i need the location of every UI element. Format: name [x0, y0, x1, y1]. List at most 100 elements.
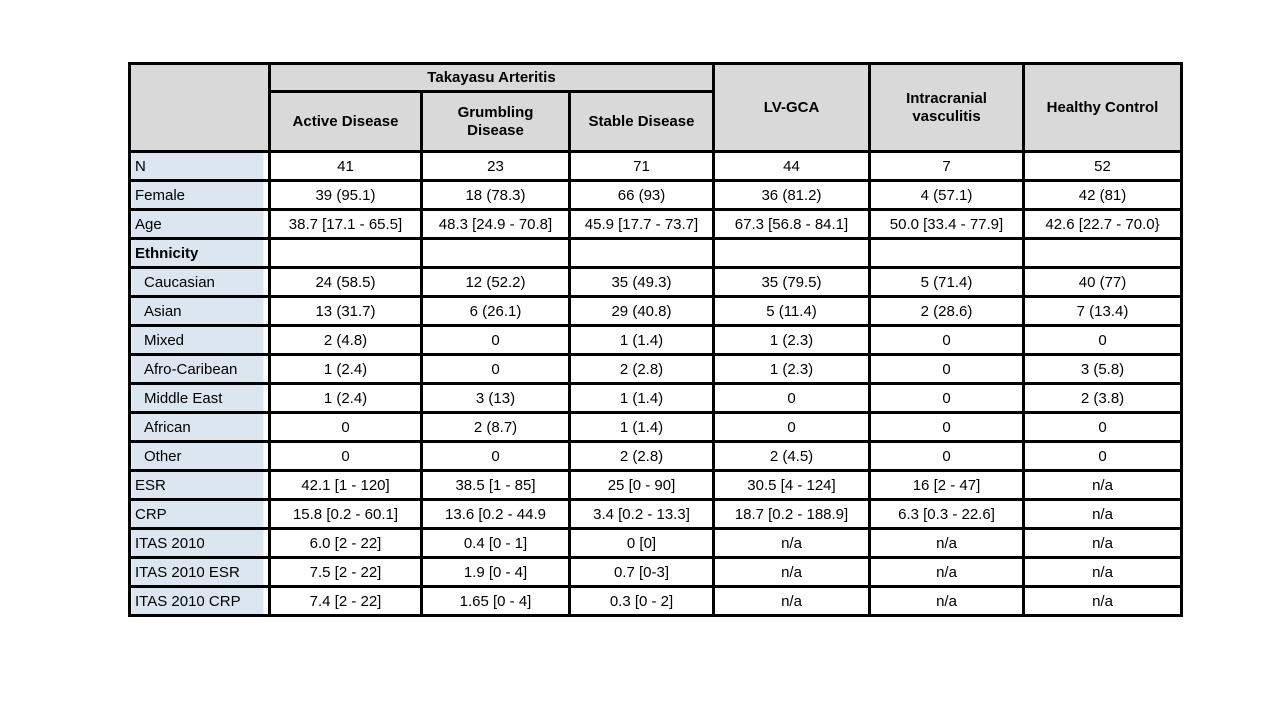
data-cell: 0 [420, 353, 571, 385]
column-header-grumbling-disease: Grumbling Disease [420, 90, 571, 153]
data-cell: 0 [0] [568, 527, 715, 559]
data-cell: n/a [1022, 498, 1183, 530]
corner-cell [128, 62, 271, 153]
table-row: ITAS 2010 ESR 7.5 [2 - 22] 1.9 [0 - 4] 0.7 … [128, 556, 1183, 588]
data-cell: 67.3 [56.8 - 84.1] [712, 208, 871, 240]
data-cell: 2 (2.8) [568, 353, 715, 385]
row-label: ESR [128, 469, 271, 501]
data-cell: 24 (58.5) [268, 266, 423, 298]
column-header-stable-disease: Stable Disease [568, 90, 715, 153]
data-cell: 0 [1022, 411, 1183, 443]
row-label: African [128, 411, 271, 443]
row-label: Afro-Caribean [128, 353, 271, 385]
row-label: Middle East [128, 382, 271, 414]
data-cell: 36 (81.2) [712, 179, 871, 211]
row-label: Ethnicity [128, 237, 271, 269]
data-cell: 0 [1022, 324, 1183, 356]
data-cell: 1.65 [0 - 4] [420, 585, 571, 617]
data-cell: 0 [420, 324, 571, 356]
data-cell: n/a [1022, 585, 1183, 617]
data-cell: 1 (1.4) [568, 382, 715, 414]
data-cell: 45.9 [17.7 - 73.7] [568, 208, 715, 240]
data-cell: n/a [868, 585, 1025, 617]
data-cell: 48.3 [24.9 - 70.8] [420, 208, 571, 240]
data-cell: 50.0 [33.4 - 77.9] [868, 208, 1025, 240]
row-label: ITAS 2010 [128, 527, 271, 559]
table-row: Female 39 (95.1) 18 (78.3) 66 (93) 36 (81.2)… [128, 179, 1183, 211]
data-cell: 30.5 [4 - 124] [712, 469, 871, 501]
data-cell: 66 (93) [568, 179, 715, 211]
data-cell: 6 (26.1) [420, 295, 571, 327]
row-label: Mixed [128, 324, 271, 356]
table-row: Caucasian 24 (58.5) 12 (52.2) 35 (49.3) 35 (… [128, 266, 1183, 298]
data-cell: n/a [1022, 556, 1183, 588]
data-cell: n/a [868, 556, 1025, 588]
data-cell: 38.7 [17.1 - 65.5] [268, 208, 423, 240]
data-cell: 38.5 [1 - 85] [420, 469, 571, 501]
data-cell: 7.4 [2 - 22] [268, 585, 423, 617]
data-cell: n/a [712, 556, 871, 588]
data-cell [868, 237, 1025, 269]
data-cell: 0 [868, 353, 1025, 385]
data-cell: 2 (2.8) [568, 440, 715, 472]
data-cell: 4 (57.1) [868, 179, 1025, 211]
header-group-row: Takayasu Arteritis LV-GCA Intracranial v… [128, 62, 1183, 153]
table-row: Other 0 0 2 (2.8) 2 (4.5) 0 0 [128, 440, 1183, 472]
data-cell [268, 237, 423, 269]
data-cell: 52 [1022, 150, 1183, 182]
data-cell: 29 (40.8) [568, 295, 715, 327]
data-cell: 7 [868, 150, 1025, 182]
data-cell: 2 (8.7) [420, 411, 571, 443]
data-cell: 1 (2.3) [712, 324, 871, 356]
row-label: ITAS 2010 CRP [128, 585, 271, 617]
row-label: Other [128, 440, 271, 472]
data-cell: 5 (71.4) [868, 266, 1025, 298]
data-cell: 0.4 [0 - 1] [420, 527, 571, 559]
data-cell: 1 (1.4) [568, 411, 715, 443]
data-cell: 0 [868, 324, 1025, 356]
table-row: African 0 2 (8.7) 1 (1.4) 0 0 0 [128, 411, 1183, 443]
row-label: Female [128, 179, 271, 211]
data-cell: 0 [868, 440, 1025, 472]
data-cell: 42 (81) [1022, 179, 1183, 211]
data-cell: 25 [0 - 90] [568, 469, 715, 501]
row-label: N [128, 150, 271, 182]
data-cell [420, 237, 571, 269]
patient-characteristics-table: Takayasu Arteritis LV-GCA Intracranial v… [128, 62, 1183, 617]
table-container: Takayasu Arteritis LV-GCA Intracranial v… [128, 62, 1183, 617]
data-cell: 42.1 [1 - 120] [268, 469, 423, 501]
data-cell: 35 (49.3) [568, 266, 715, 298]
data-cell: 15.8 [0.2 - 60.1] [268, 498, 423, 530]
table-row: Middle East 1 (2.4) 3 (13) 1 (1.4) 0 0 2 (3.8) [128, 382, 1183, 414]
table-header: Takayasu Arteritis LV-GCA Intracranial v… [128, 62, 1183, 153]
data-cell: 7.5 [2 - 22] [268, 556, 423, 588]
header-sub-row: Active Disease Grumbling Disease Stable … [130, 90, 1182, 153]
data-cell [1022, 237, 1183, 269]
data-cell: 1 (1.4) [568, 324, 715, 356]
table-row: ITAS 2010 6.0 [2 - 22] 0.4 [0 - 1] 0 [0] n/a… [128, 527, 1183, 559]
data-cell: 44 [712, 150, 871, 182]
data-cell: 13.6 [0.2 - 44.9 [420, 498, 571, 530]
data-cell: 71 [568, 150, 715, 182]
table-row: ITAS 2010 CRP 7.4 [2 - 22] 1.65 [0 - 4] 0.3… [128, 585, 1183, 617]
data-cell: 18.7 [0.2 - 188.9] [712, 498, 871, 530]
data-cell: 0 [868, 411, 1025, 443]
column-header-healthy-control: Healthy Control [1022, 62, 1183, 153]
data-cell: 1.9 [0 - 4] [420, 556, 571, 588]
data-cell: 35 (79.5) [712, 266, 871, 298]
table-row: Asian 13 (31.7) 6 (26.1) 29 (40.8) 5 (11.4) 2… [128, 295, 1183, 327]
data-cell: 6.0 [2 - 22] [268, 527, 423, 559]
column-header-intracranial-vasculitis: Intracranial vasculitis [868, 62, 1025, 153]
data-cell: 0 [268, 411, 423, 443]
data-cell: 12 (52.2) [420, 266, 571, 298]
data-cell: n/a [1022, 469, 1183, 501]
data-cell: 0 [1022, 440, 1183, 472]
data-cell: 41 [268, 150, 423, 182]
data-cell: 5 (11.4) [712, 295, 871, 327]
data-cell: 0.3 [0 - 2] [568, 585, 715, 617]
data-cell: 2 (3.8) [1022, 382, 1183, 414]
data-cell: 1 (2.4) [268, 382, 423, 414]
data-cell: 0 [712, 411, 871, 443]
data-cell [568, 237, 715, 269]
